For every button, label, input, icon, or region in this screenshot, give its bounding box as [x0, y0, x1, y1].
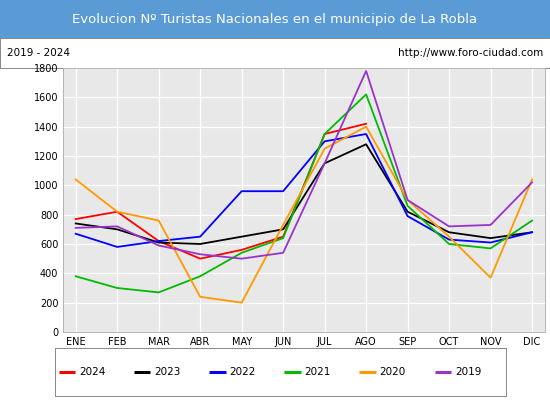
Text: 2024: 2024 [79, 367, 106, 377]
Text: Evolucion Nº Turistas Nacionales en el municipio de La Robla: Evolucion Nº Turistas Nacionales en el m… [73, 12, 477, 26]
Text: 2022: 2022 [229, 367, 256, 377]
Text: 2019: 2019 [455, 367, 481, 377]
Text: 2020: 2020 [379, 367, 406, 377]
Text: 2019 - 2024: 2019 - 2024 [7, 48, 70, 58]
Text: http://www.foro-ciudad.com: http://www.foro-ciudad.com [398, 48, 543, 58]
Text: 2021: 2021 [305, 367, 331, 377]
Text: 2023: 2023 [154, 367, 180, 377]
